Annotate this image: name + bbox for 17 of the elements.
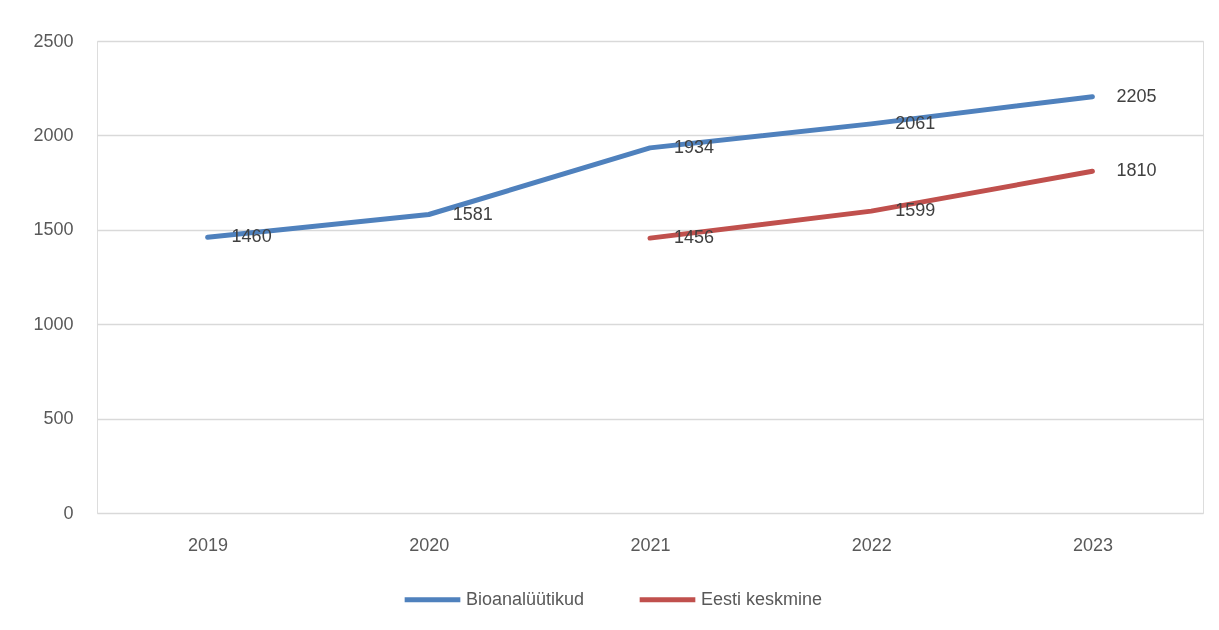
y-tick-label: 2500 <box>33 30 74 51</box>
y-tick-label: 1500 <box>33 219 74 240</box>
y-tick-label: 2000 <box>33 124 74 145</box>
y-tick-label: 1000 <box>33 313 74 334</box>
y-tick-label: 0 <box>63 502 74 523</box>
x-tick-label: 2020 <box>409 534 450 555</box>
y-tick-label: 500 <box>43 408 74 429</box>
data-label: 2205 <box>1116 85 1157 106</box>
legend-label: Eesti keskmine <box>701 588 823 609</box>
x-tick-label: 2019 <box>188 534 229 555</box>
x-tick-label: 2022 <box>851 534 892 555</box>
x-tick-label: 2023 <box>1072 534 1113 555</box>
data-label: 1810 <box>1116 160 1157 181</box>
data-label: 1581 <box>452 203 493 224</box>
legend-label: Bioanalüütikud <box>466 588 585 609</box>
x-tick-label: 2021 <box>630 534 671 555</box>
data-label: 1599 <box>895 200 936 221</box>
